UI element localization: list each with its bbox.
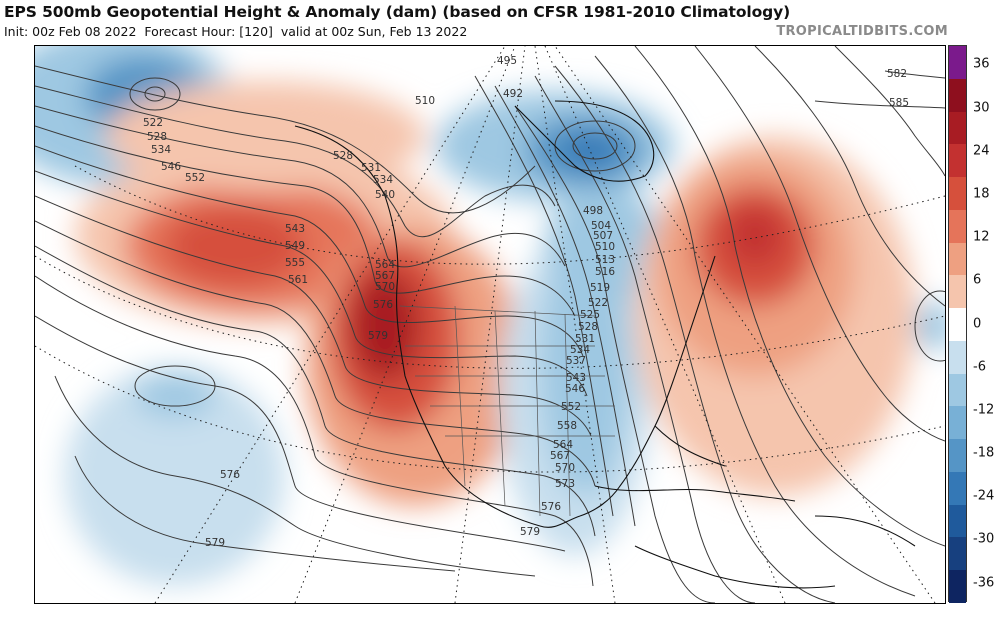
anomaly-shading: [35, 46, 945, 586]
contour-label: 582: [887, 68, 907, 80]
map-panel: 522 528 534 546 552 528 531 534 540 543 …: [34, 45, 946, 604]
colorbar-tick-label: 30: [973, 100, 990, 116]
colorbar-segment: [949, 537, 966, 570]
colorbar-segment: [949, 340, 966, 374]
contour-label: 579: [205, 537, 225, 549]
contour-label: 546: [161, 161, 181, 173]
contour-label: 564: [375, 259, 395, 271]
colorbar-segment: [949, 570, 966, 603]
colorbar-segment: [949, 242, 966, 276]
colorbar-tick-label: -30: [973, 531, 995, 547]
contour-label: 573: [555, 478, 575, 490]
colorbar-segment: [949, 504, 966, 538]
contour-label: 510: [415, 95, 435, 107]
colorbar-tick-label: -24: [973, 488, 995, 504]
contour-label: 531: [361, 162, 381, 174]
chart-title: EPS 500mb Geopotential Height & Anomaly …: [4, 3, 791, 21]
contour-label: 504: [591, 220, 611, 232]
contour-label: 534: [373, 174, 393, 186]
contour-label: 543: [566, 372, 586, 384]
forecast-hour: Forecast Hour: [120]: [144, 24, 273, 39]
contour-label: 522: [143, 117, 163, 129]
colorbar-tick-label: 18: [973, 186, 990, 202]
contour-label: 564: [553, 439, 573, 451]
contour-label: 492: [503, 88, 523, 100]
colorbar-tick-label: -36: [973, 575, 995, 590]
contour-label: 567: [375, 270, 395, 282]
contour-label: 552: [561, 401, 581, 413]
colorbar-segment: [949, 471, 966, 505]
coastlines: [294, 100, 916, 589]
colorbar-tick-label: -18: [973, 445, 995, 461]
contour-label: 531: [575, 333, 595, 345]
state-borders: [399, 305, 615, 517]
contour-label: 537: [566, 355, 586, 367]
contour-label: 528: [578, 321, 598, 333]
contour-label: 534: [570, 344, 590, 356]
contour-label: 552: [185, 172, 205, 184]
contour-label: 513: [595, 254, 615, 266]
colorbar-segment: [949, 111, 966, 145]
contour-label: 567: [550, 450, 570, 462]
contour-label: 570: [555, 462, 575, 474]
colorbar-tick-label: 0: [973, 316, 982, 331]
init-time: Init: 00z Feb 08 2022: [4, 24, 137, 39]
valid-time: valid at 00z Sun, Feb 13 2022: [280, 24, 468, 39]
run-info: Init: 00z Feb 08 2022 Forecast Hour: [12…: [4, 24, 467, 39]
contour-label: 534: [151, 144, 171, 156]
colorbar-tick-label: 36: [973, 56, 990, 72]
contour-label: 498: [583, 205, 603, 217]
contour-label: 579: [368, 330, 388, 342]
colorbar-tick-label: 6: [973, 272, 982, 288]
colorbar-tick-label: 12: [973, 229, 990, 245]
contour-label: 522: [588, 297, 608, 309]
contour-label: 510: [595, 241, 615, 253]
contour-label: 549: [285, 240, 305, 252]
colorbar-segment: [949, 46, 966, 79]
contour-label: 528: [147, 131, 167, 143]
colorbar-tick-label: -6: [973, 359, 986, 375]
colorbar-segment: [949, 177, 966, 210]
colorbar-segment: [949, 144, 966, 177]
contour-label: 576: [220, 469, 240, 481]
site-credit: TROPICALTIDBITS.COM: [776, 24, 948, 39]
contour-label: 528: [333, 150, 353, 162]
contour-label: 576: [373, 299, 393, 311]
colorbar-segment: [949, 275, 966, 308]
colorbar-segment: [949, 406, 966, 439]
colorbar-segment: [949, 209, 966, 243]
colorbar-segment: [949, 373, 966, 407]
colorbar-segment: [949, 78, 966, 112]
contour-label: 555: [285, 257, 305, 269]
contour-label: 546: [565, 383, 585, 395]
contour-label: 543: [285, 223, 305, 235]
contour-label: 579: [520, 526, 540, 538]
height-contours: [35, 46, 945, 603]
contour-label: 570: [375, 281, 395, 293]
contour-labels: 522 528 534 546 552 528 531 534 540 543 …: [143, 55, 909, 549]
contour-label: 495: [497, 55, 517, 67]
colorbar-segment: [949, 308, 966, 341]
contour-label: 558: [557, 420, 577, 432]
contour-label: 585: [889, 97, 909, 109]
contour-label: 540: [375, 189, 395, 201]
contour-label: 516: [595, 266, 615, 278]
contour-label: 519: [590, 282, 610, 294]
contour-label: 507: [593, 230, 613, 242]
contour-label: 525: [580, 309, 600, 321]
contour-label: 561: [288, 274, 308, 286]
colorbar-tick-label: 24: [973, 143, 990, 159]
colorbar: [948, 45, 967, 603]
anomaly-map: 522 528 534 546 552 528 531 534 540 543 …: [35, 46, 945, 603]
colorbar-segment: [949, 439, 966, 472]
colorbar-tick-label: -12: [973, 402, 995, 418]
contour-label: 576: [541, 501, 561, 513]
